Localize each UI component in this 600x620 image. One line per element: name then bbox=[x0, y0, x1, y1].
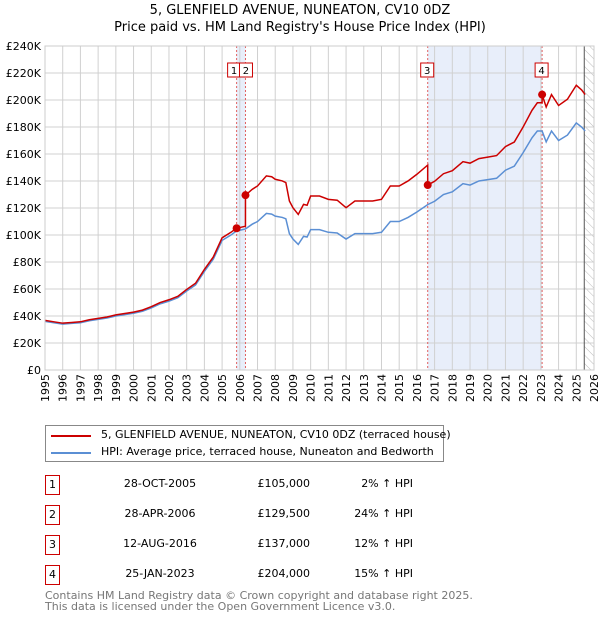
sale-date: 28-APR-2006 bbox=[124, 507, 196, 520]
x-tick-label: 2023 bbox=[535, 374, 548, 402]
y-tick-label: £140K bbox=[6, 175, 42, 188]
x-tick-label: 2025 bbox=[570, 374, 583, 402]
sale-point-2 bbox=[241, 191, 250, 200]
chart-title: 5, GLENFIELD AVENUE, NUNEATON, CV10 0DZ bbox=[149, 3, 451, 18]
x-tick-label: 2021 bbox=[499, 374, 512, 402]
x-tick-label: 2011 bbox=[322, 374, 335, 402]
x-tick-label: 2013 bbox=[358, 374, 371, 402]
sale-number: 3 bbox=[45, 535, 60, 555]
x-tick-label: 2012 bbox=[340, 374, 353, 402]
footer-copyright: Contains HM Land Registry data © Crown c… bbox=[45, 589, 473, 602]
x-tick-label: 2007 bbox=[252, 374, 265, 402]
x-tick-label: 2015 bbox=[393, 374, 406, 402]
y-tick-label: £200K bbox=[6, 94, 42, 107]
sale-point-1 bbox=[232, 224, 241, 233]
x-tick-label: 1998 bbox=[92, 374, 105, 402]
sale-hpi-diff: 2% ↑ HPI bbox=[361, 477, 413, 490]
x-tick-label: 1996 bbox=[57, 374, 70, 402]
legend-swatch-property bbox=[51, 435, 91, 437]
y-tick-label: £220K bbox=[6, 67, 42, 80]
sale-row: 2 28-APR-2006 £129,500 24% ↑ HPI bbox=[45, 505, 465, 525]
x-tick-label: 2018 bbox=[446, 374, 459, 402]
sale-row: 4 25-JAN-2023 £204,000 15% ↑ HPI bbox=[45, 565, 465, 585]
price-chart: 1995 1996 1997 1998 1999 2000 2001 2002 2003 2004… bbox=[6, 40, 600, 402]
sale-price: £105,000 bbox=[257, 477, 311, 490]
sale-row: 1 28-OCT-2005 £105,000 2% ↑ HPI bbox=[45, 475, 465, 495]
sale-number: 4 bbox=[45, 565, 60, 585]
x-tick-label: 2004 bbox=[198, 374, 211, 402]
y-tick-label: £120K bbox=[6, 202, 42, 215]
sale-hpi-diff: 12% ↑ HPI bbox=[354, 537, 413, 550]
legend-label-property: 5, GLENFIELD AVENUE, NUNEATON, CV10 0DZ … bbox=[101, 428, 451, 441]
x-tick-label: 2000 bbox=[128, 374, 141, 402]
y-tick-label: £80K bbox=[13, 256, 42, 269]
sale-date: 12-AUG-2016 bbox=[123, 537, 197, 550]
y-tick-label: £240K bbox=[6, 40, 42, 53]
x-tick-label: 2026 bbox=[588, 374, 600, 402]
y-tick-label: £40K bbox=[13, 310, 42, 323]
sale-label-3: 3 bbox=[424, 66, 430, 77]
legend-label-hpi: HPI: Average price, terraced house, Nune… bbox=[101, 445, 434, 458]
x-tick-label: 2010 bbox=[305, 374, 318, 402]
x-tick-label: 2002 bbox=[163, 374, 176, 402]
x-tick-label: 2006 bbox=[234, 374, 247, 402]
property-price-line bbox=[44, 84, 586, 324]
sale-date: 28-OCT-2005 bbox=[123, 477, 197, 490]
x-tick-label: 2019 bbox=[464, 374, 477, 402]
sale-price: £137,000 bbox=[257, 537, 311, 550]
x-tick-label: 1999 bbox=[110, 374, 123, 402]
sale-label-1: 1 bbox=[231, 66, 237, 77]
y-tick-label: £0 bbox=[27, 364, 41, 377]
sale-number: 1 bbox=[45, 475, 60, 495]
sale-date: 25-JAN-2023 bbox=[125, 567, 195, 580]
plot-frame bbox=[44, 45, 595, 371]
sale-hpi-diff: 24% ↑ HPI bbox=[354, 507, 413, 520]
x-tick-label: 2001 bbox=[145, 374, 158, 402]
x-tick-label: 2016 bbox=[411, 374, 424, 402]
sale-label-box-4 bbox=[534, 62, 549, 78]
hpi-line bbox=[44, 121, 586, 325]
sale-label-4: 4 bbox=[538, 66, 544, 77]
sale-label-box-2 bbox=[238, 62, 253, 78]
sale-row: 3 12-AUG-2016 £137,000 12% ↑ HPI bbox=[45, 535, 465, 555]
sale-label-2: 2 bbox=[243, 66, 249, 77]
legend-swatch-hpi bbox=[51, 452, 91, 454]
sale-price: £129,500 bbox=[257, 507, 311, 520]
sale-price: £204,000 bbox=[257, 567, 311, 580]
x-tick-label: 2017 bbox=[429, 374, 442, 402]
x-tick-label: 2008 bbox=[269, 374, 282, 402]
x-tick-label: 1995 bbox=[39, 374, 52, 402]
sale-label-box-3 bbox=[420, 62, 435, 78]
chart-subtitle: Price paid vs. HM Land Registry's House … bbox=[114, 20, 486, 35]
x-tick-label: 2009 bbox=[287, 374, 300, 402]
y-tick-label: £180K bbox=[6, 121, 42, 134]
y-tick-label: £60K bbox=[13, 283, 42, 296]
x-tick-label: 2014 bbox=[375, 374, 388, 402]
sale-point-4 bbox=[538, 90, 547, 99]
x-tick-label: 2024 bbox=[553, 374, 566, 402]
sale-point-3 bbox=[423, 181, 432, 190]
x-tick-label: 2020 bbox=[482, 374, 495, 402]
y-tick-label: £20K bbox=[13, 337, 42, 350]
sale-hpi-diff: 15% ↑ HPI bbox=[354, 567, 413, 580]
sale-number: 2 bbox=[45, 505, 60, 525]
legend: 5, GLENFIELD AVENUE, NUNEATON, CV10 0DZ … bbox=[45, 425, 451, 462]
footer-licence: This data is licensed under the Open Gov… bbox=[45, 600, 396, 613]
x-tick-label: 1997 bbox=[74, 374, 87, 402]
x-tick-label: 2003 bbox=[181, 374, 194, 402]
y-tick-label: £100K bbox=[6, 229, 42, 242]
x-tick-label: 2022 bbox=[517, 374, 530, 402]
y-tick-label: £160K bbox=[6, 148, 42, 161]
x-tick-label: 2005 bbox=[216, 374, 229, 402]
